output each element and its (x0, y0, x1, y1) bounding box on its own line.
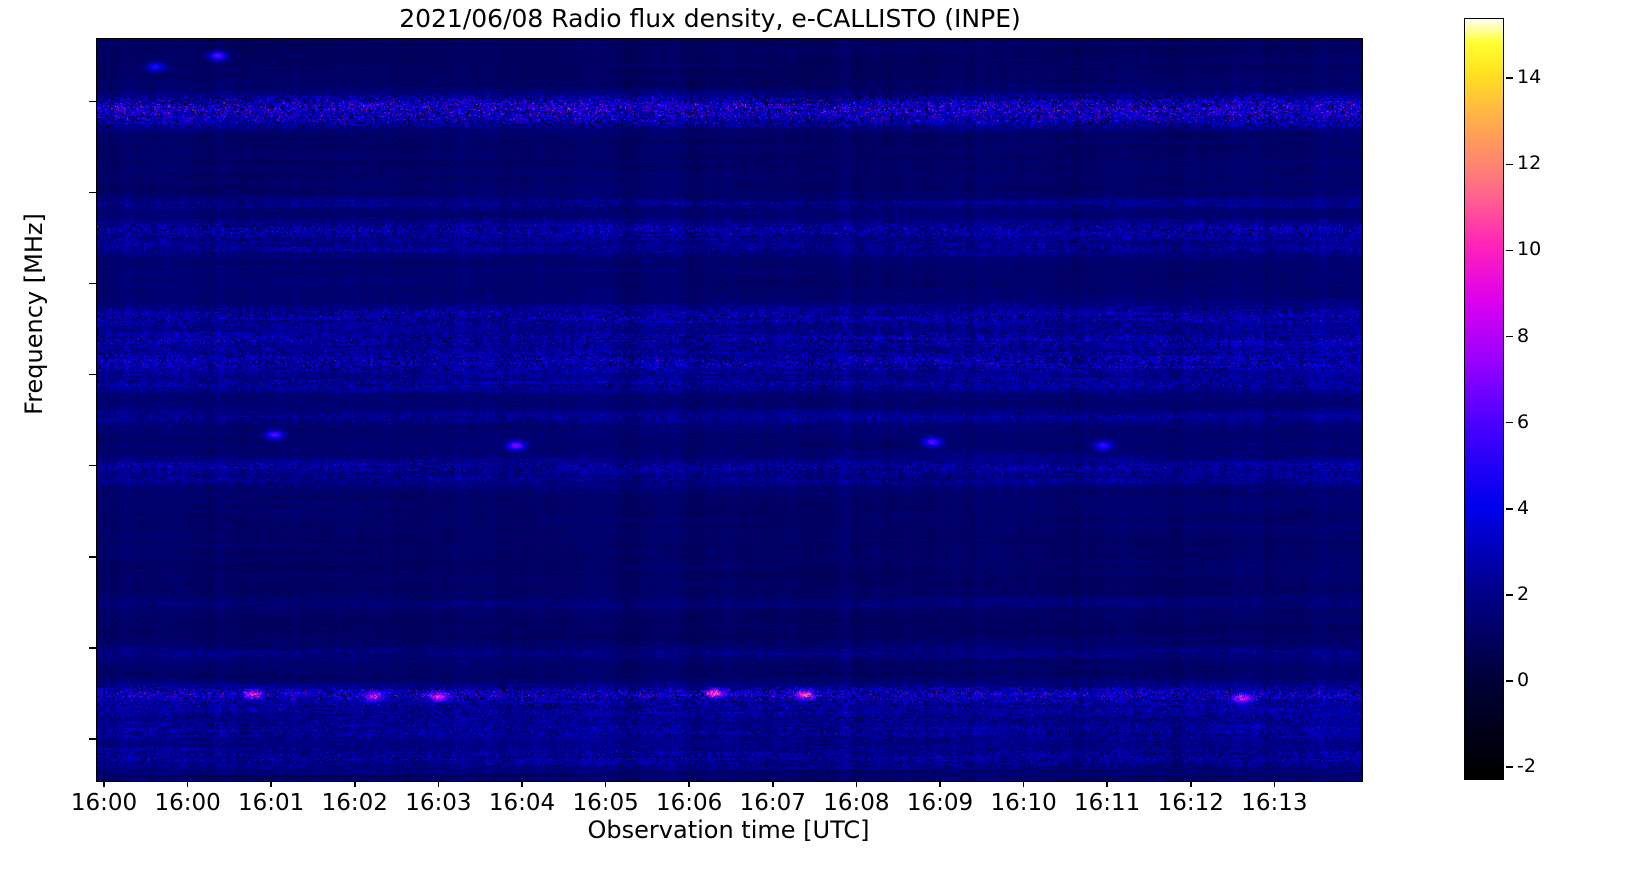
colorbar-tick-mark (1506, 680, 1513, 682)
colorbar-tick-label: 14 (1517, 66, 1542, 89)
x-tick-mark (1190, 780, 1192, 787)
y-tick-mark (89, 464, 96, 467)
x-tick-label: 16:07 (739, 790, 806, 816)
x-tick-label: 16:02 (321, 790, 388, 816)
y-tick-mark (89, 191, 96, 194)
x-tick-label: 16:01 (238, 790, 305, 816)
colorbar-tick-label: 12 (1517, 152, 1542, 175)
x-tick-label: 16:06 (656, 790, 723, 816)
y-tick-mark (89, 282, 96, 285)
x-tick-mark (437, 780, 440, 787)
spectrogram-image (97, 39, 1362, 781)
x-tick-label: 16:09 (906, 790, 974, 816)
colorbar (1464, 18, 1504, 780)
x-tick-label: 16:04 (488, 790, 556, 816)
colorbar-tick-mark (1506, 77, 1513, 80)
x-tick-mark (1106, 780, 1108, 787)
x-tick-mark (103, 780, 105, 787)
x-tick-mark (521, 780, 523, 787)
y-tick-mark (89, 373, 96, 376)
colorbar-tick-mark (1506, 163, 1513, 166)
colorbar-tick-label: 8 (1517, 324, 1530, 347)
x-tick-mark (772, 780, 774, 787)
page-title: 2021/06/08 Radio flux density, e-CALLIST… (399, 4, 1021, 33)
colorbar-tick-label: 0 (1517, 668, 1530, 691)
x-tick-label: 16:13 (1241, 790, 1308, 816)
y-tick-mark (89, 100, 96, 103)
y-tick-mark (89, 738, 96, 740)
x-tick-label: 16:00 (154, 790, 221, 816)
colorbar-tick-label: 2 (1517, 582, 1530, 605)
x-tick-mark (1273, 780, 1276, 787)
colorbar-tick-mark (1506, 249, 1513, 252)
y-tick-mark (89, 646, 96, 649)
colorbar-tick-label: -2 (1517, 755, 1536, 778)
x-tick-label: 16:05 (572, 790, 639, 816)
colorbar-tick-mark (1506, 766, 1513, 768)
x-tick-mark (354, 780, 356, 787)
x-tick-label: 16:00 (70, 790, 138, 816)
colorbar-tick-mark (1506, 507, 1513, 510)
colorbar-tick-mark (1506, 335, 1513, 338)
x-tick-label: 16:12 (1157, 790, 1224, 816)
y-axis-label: Frequency [MHz] (20, 213, 48, 415)
spectrogram-plot-area (96, 38, 1363, 782)
colorbar-gradient (1465, 19, 1503, 779)
x-tick-label: 16:10 (990, 790, 1057, 816)
y-tick-mark (89, 555, 96, 558)
x-tick-mark (270, 780, 272, 787)
x-tick-mark (939, 780, 941, 787)
x-tick-mark (186, 780, 189, 787)
x-tick-mark (604, 780, 607, 787)
colorbar-tick-label: 10 (1517, 238, 1542, 261)
x-tick-label: 16:08 (823, 790, 890, 816)
x-tick-label: 16:03 (405, 790, 472, 816)
colorbar-tick-label: 6 (1517, 410, 1530, 433)
colorbar-tick-mark (1506, 594, 1513, 596)
x-tick-mark (855, 780, 858, 787)
colorbar-tick-label: 4 (1517, 496, 1530, 519)
colorbar-tick-mark (1506, 421, 1513, 424)
x-tick-mark (1022, 780, 1025, 787)
x-tick-mark (688, 780, 690, 787)
x-axis-label: Observation time [UTC] (587, 816, 870, 844)
x-tick-label: 16:11 (1074, 790, 1141, 816)
